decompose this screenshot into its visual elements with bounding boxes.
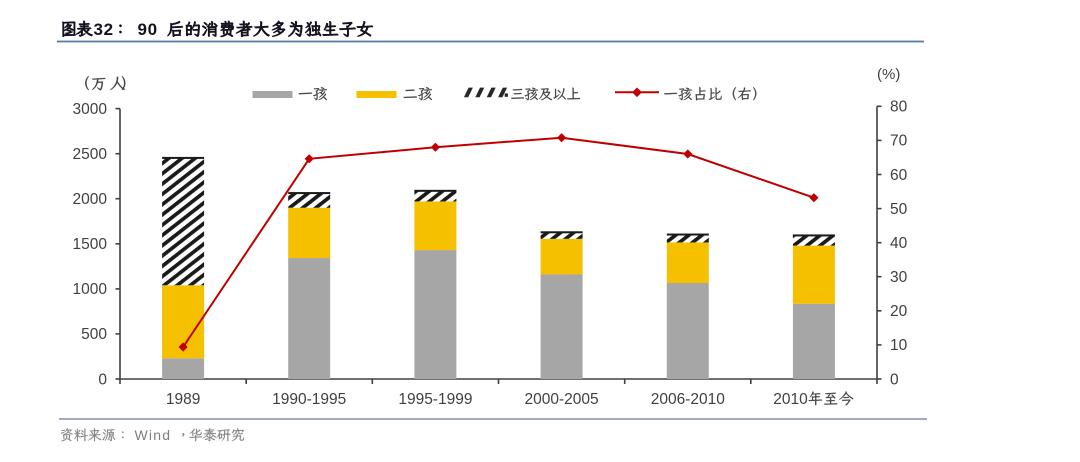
svg-text:500: 500: [81, 326, 107, 343]
svg-text:0: 0: [890, 371, 899, 388]
svg-text:20: 20: [890, 303, 908, 320]
svg-text:2000: 2000: [73, 191, 108, 208]
svg-text:2500: 2500: [73, 146, 108, 163]
svg-text:60: 60: [890, 167, 908, 184]
svg-text:10: 10: [890, 337, 908, 354]
svg-text:Wind: Wind: [135, 427, 172, 443]
svg-text:50: 50: [890, 201, 908, 218]
svg-text:3000: 3000: [73, 101, 108, 118]
svg-text:2000-2005: 2000-2005: [525, 391, 599, 408]
svg-text:40: 40: [890, 235, 908, 252]
svg-text:2010: 2010: [773, 391, 808, 408]
svg-text:(%): (%): [877, 66, 900, 83]
svg-text:1500: 1500: [73, 236, 108, 253]
svg-text:2006-2010: 2006-2010: [651, 391, 726, 408]
svg-text:30: 30: [890, 269, 908, 286]
svg-text:1995-1999: 1995-1999: [398, 391, 472, 408]
svg-text:80: 80: [890, 99, 908, 116]
svg-text:32: 32: [94, 20, 114, 39]
svg-text:1990-1995: 1990-1995: [272, 391, 346, 408]
svg-text:90: 90: [138, 20, 158, 39]
svg-text:1989: 1989: [166, 391, 200, 408]
svg-text:0: 0: [98, 371, 107, 388]
svg-text:1000: 1000: [73, 281, 108, 298]
svg-text:70: 70: [890, 133, 908, 150]
